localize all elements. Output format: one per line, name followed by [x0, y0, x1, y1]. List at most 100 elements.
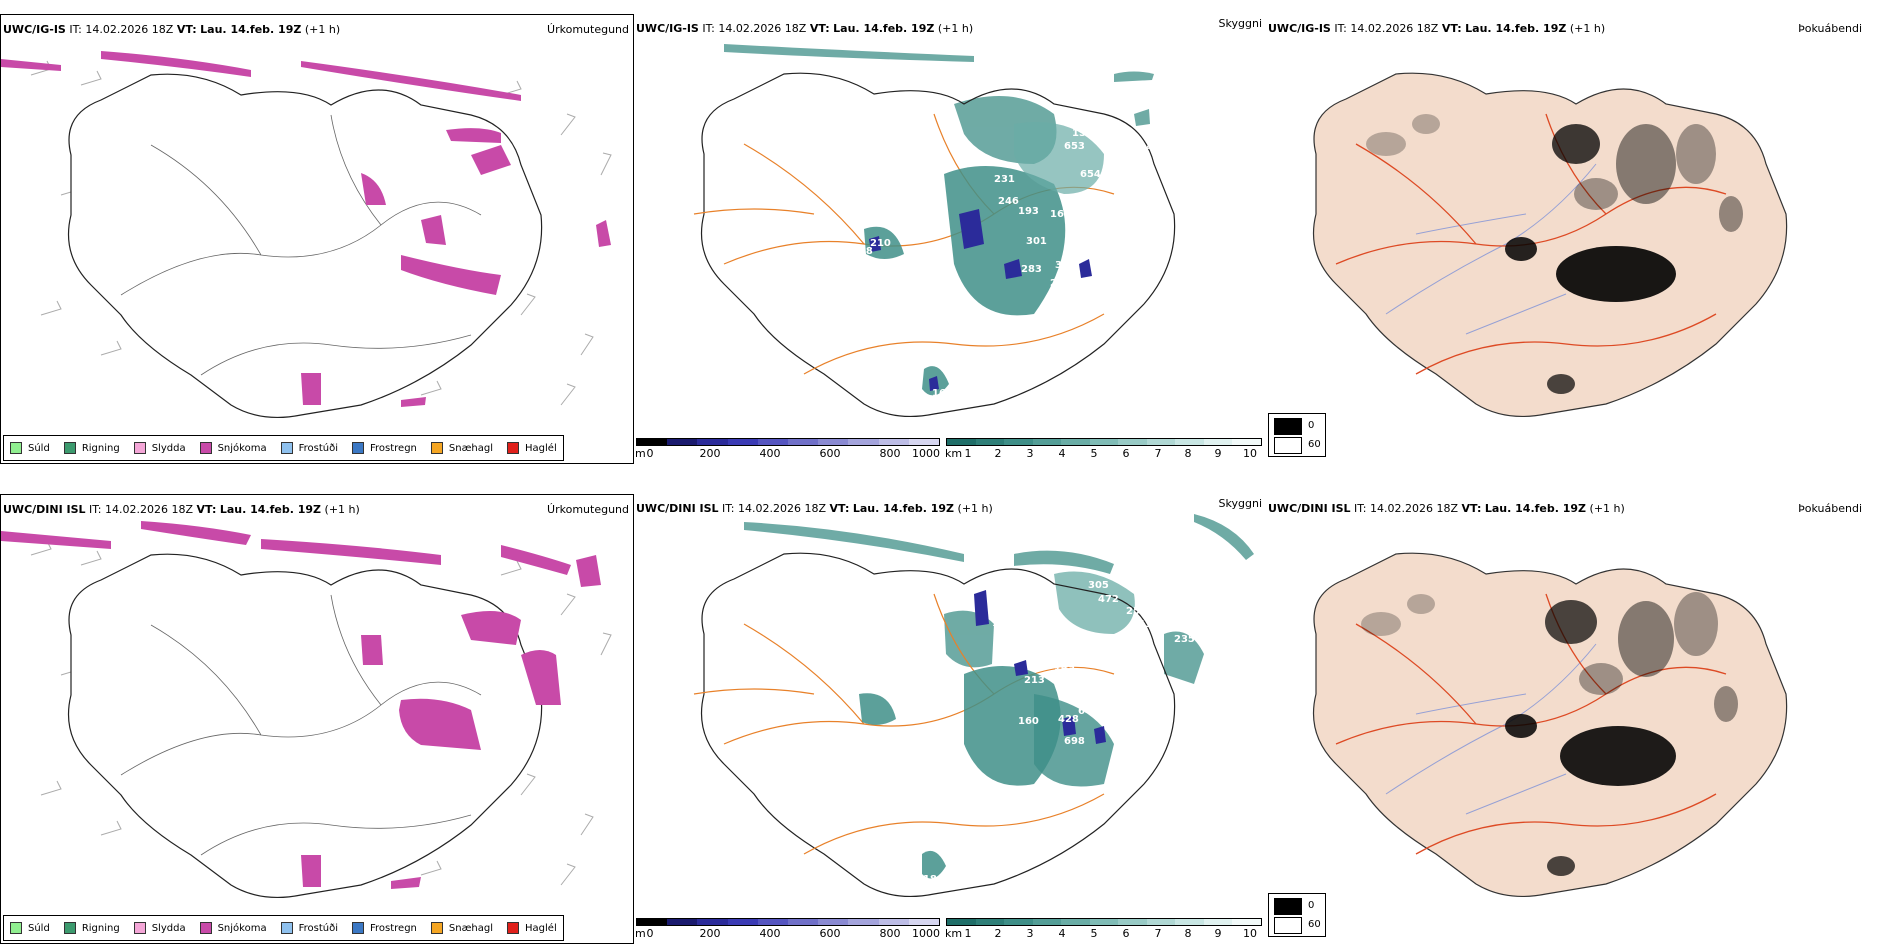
- legend-swatch: [10, 922, 22, 934]
- roads: [693, 593, 1115, 855]
- cloud-visibility-blobs: [859, 590, 1114, 879]
- cloud-base-label: 305: [1088, 580, 1109, 591]
- colorbar-unit: km: [945, 927, 963, 940]
- legend-swatch: [430, 442, 443, 454]
- legend-item: Snjókoma: [199, 922, 267, 934]
- precip-legend: Súld Rigning Slydda Snjókoma Frostúði Fr…: [3, 435, 564, 461]
- cloud-base-label: 428: [1058, 714, 1079, 725]
- panel-header: UWC/DINI ISL IT: 14.02.2026 18Z VT: Lau.…: [636, 502, 993, 515]
- colorbar-tick: 7: [1154, 927, 1162, 940]
- cloud-base-label: 283: [1021, 264, 1042, 275]
- colorbar-tick: 600: [819, 927, 841, 940]
- legend-swatch: [507, 922, 520, 934]
- iceland-outline: [1312, 552, 1788, 898]
- fog-map-row1: [1312, 72, 1788, 418]
- colorbar-tick: 6: [1122, 927, 1130, 940]
- cloud-base-label: 160: [1018, 716, 1039, 727]
- cloud-base-label: 444: [1146, 142, 1167, 153]
- legend-item: Súld: [10, 922, 50, 934]
- legend-item: Frostregn: [352, 442, 417, 454]
- cloud-base-label: 250: [1062, 296, 1083, 307]
- panel-title: Úrkomutegund: [547, 23, 629, 36]
- panel-title: Þokuábendi: [1798, 502, 1862, 515]
- legend-swatch: [63, 442, 76, 454]
- fog-legend-label: 0: [1308, 420, 1315, 431]
- colorbar-tick: 10: [1243, 447, 1257, 460]
- panel-title: Úrkomutegund: [547, 503, 629, 516]
- cloud-base-colorbar: m 0 200 400 600 800 1000: [635, 438, 940, 464]
- legend-swatch: [199, 442, 212, 454]
- cloud-base-label: 210: [870, 238, 891, 249]
- colorbar-tick: 2: [994, 927, 1002, 940]
- colorbar-tick: 0: [646, 927, 654, 940]
- iceland-outline: [1312, 72, 1788, 418]
- colorbar-tick: 0: [646, 447, 654, 460]
- colorbar-tick: 10: [1243, 927, 1257, 940]
- colorbar-tick: 800: [879, 447, 901, 460]
- colorbar-unit: km: [945, 447, 963, 460]
- legend-swatch: [10, 442, 22, 454]
- clouds-map-row2: 305 472 252 435 449 235 153 238 218 213 …: [693, 514, 1254, 898]
- precip-legend: Súld Rigning Slydda Snjókoma Frostúði Fr…: [3, 915, 564, 941]
- snowfall-areas: [1, 521, 601, 889]
- fog-panel-row2: UWC/DINI ISL IT: 14.02.2026 18Z VT: Lau.…: [1266, 494, 1866, 944]
- clouds-panel-row2: 305 472 252 435 449 235 153 238 218 213 …: [634, 494, 1266, 944]
- cloud-base-label: 223: [1112, 240, 1133, 251]
- cloud-base-label: 247: [1050, 278, 1071, 289]
- legend-swatch: [430, 922, 443, 934]
- panel-header: UWC/IG-IS IT: 14.02.2026 18Z VT: Lau. 14…: [1268, 22, 1606, 35]
- cloud-base-label: 149: [1054, 662, 1075, 673]
- fog-legend-row1: 0 60: [1268, 413, 1326, 457]
- panel-header: UWC/IG-IS IT: 14.02.2026 18Z VT: Lau. 14…: [3, 23, 341, 36]
- colorbar-tick: 2: [994, 447, 1002, 460]
- colorbar-tick: 3: [1026, 447, 1034, 460]
- cloud-base-label: 155: [1072, 128, 1093, 139]
- cloud-base-label: 118: [916, 874, 937, 885]
- colorbar-tick: 4: [1058, 927, 1066, 940]
- colorbar-tick: 1000: [912, 447, 940, 460]
- fog-legend-label: 60: [1308, 919, 1321, 930]
- snowfall-areas: [1, 51, 611, 407]
- fog-legend-swatch: [1274, 418, 1302, 435]
- legend-item: Snæhagl: [430, 442, 493, 454]
- cloud-base-label: 654: [1080, 169, 1101, 180]
- precip-type-panel-row2: UWC/DINI ISL IT: 14.02.2026 18Z VT: Lau.…: [0, 494, 634, 944]
- colorbar-unit: m: [635, 447, 646, 460]
- cloud-base-label: 164: [932, 388, 953, 399]
- legend-item: Haglél: [507, 922, 557, 934]
- cloud-base-labels: 155 653 654 537 444 231 246 193 166 239 …: [852, 128, 1167, 399]
- legend-swatch: [133, 922, 146, 934]
- cloud-base-label: 472: [1098, 594, 1119, 605]
- fog-shading: [1361, 592, 1738, 876]
- iceland-outline: [67, 73, 543, 419]
- rivers: [1385, 163, 1597, 335]
- colorbar-tick: 1000: [912, 927, 940, 940]
- legend-swatch: [352, 922, 364, 934]
- legend-item: Súld: [10, 442, 50, 454]
- legend-swatch: [507, 442, 520, 454]
- colorbar-tick: 4: [1058, 447, 1066, 460]
- panel-title: Skyggni: [1218, 497, 1262, 510]
- colorbar-tick: 1: [964, 927, 972, 940]
- cloud-base-label: 139: [912, 700, 933, 711]
- iceland-outline: [700, 552, 1176, 898]
- colorbar-tick: 400: [759, 447, 781, 460]
- panel-header: UWC/DINI ISL IT: 14.02.2026 18Z VT: Lau.…: [1268, 502, 1625, 515]
- clouds-panel-row1: 155 653 654 537 444 231 246 193 166 239 …: [634, 14, 1266, 464]
- colorbar-tick: 9: [1214, 447, 1222, 460]
- roads: [1335, 593, 1727, 855]
- precip-type-panel-row1: UWC/IG-IS IT: 14.02.2026 18Z VT: Lau. 14…: [0, 14, 634, 464]
- visibility-areas: [744, 514, 1254, 684]
- cloud-base-label: 449: [1150, 590, 1171, 601]
- legend-item: Slydda: [133, 922, 186, 934]
- fog-legend-label: 0: [1308, 900, 1315, 911]
- colorbar-tick: 5: [1090, 447, 1098, 460]
- cloud-base-label: 109: [1115, 715, 1136, 726]
- cloud-base-colorbar: m 0 200 400 600 800 1000: [635, 918, 940, 944]
- colorbar-strip: [946, 438, 1262, 446]
- cloud-base-label: 193: [1018, 206, 1039, 217]
- cloud-base-label: 153: [992, 618, 1013, 629]
- colorbar-tick: 9: [1214, 927, 1222, 940]
- cloud-base-label: 435: [1138, 619, 1159, 630]
- legend-item: Frostúði: [280, 922, 338, 934]
